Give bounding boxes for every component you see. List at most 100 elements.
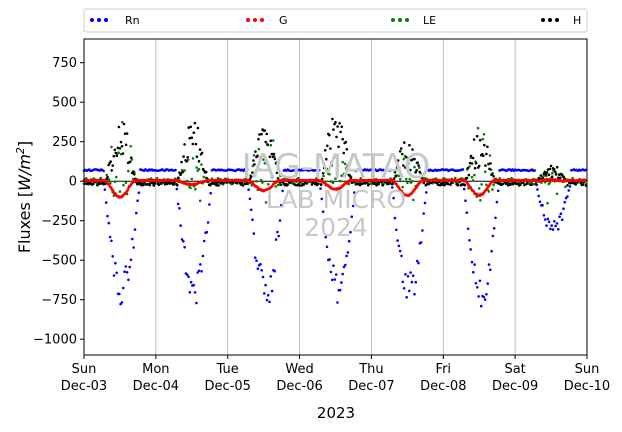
rn-point (489, 268, 492, 272)
rn-point (175, 187, 179, 191)
rn-point (492, 227, 496, 230)
h-point (345, 148, 349, 151)
h-point (323, 149, 327, 152)
le-point (274, 185, 277, 188)
h-point (151, 182, 155, 185)
rn-point (350, 215, 354, 218)
rn-point (543, 218, 547, 221)
le-point (112, 194, 116, 197)
h-point (342, 151, 346, 155)
le-point (408, 177, 412, 181)
h-point (192, 131, 196, 134)
h-point (443, 183, 446, 187)
rn-point (270, 289, 274, 293)
h-point (163, 183, 167, 186)
rn-point (408, 289, 411, 293)
h-point (456, 183, 460, 187)
h-point (119, 140, 123, 144)
rn-point (330, 278, 334, 282)
rn-point (111, 254, 114, 258)
rn-point (180, 238, 184, 241)
le-point (267, 183, 270, 186)
rn-point (349, 230, 352, 234)
rn-point (187, 275, 190, 279)
rn-point (559, 212, 563, 215)
h-point (397, 166, 401, 170)
h-point (124, 143, 128, 147)
rn-point (537, 194, 540, 198)
rn-point (249, 208, 253, 212)
h-point (427, 182, 431, 186)
rn-point (251, 218, 254, 221)
le-point (483, 170, 487, 173)
x-tick-date: Dec-09 (492, 379, 538, 394)
le-point (113, 180, 117, 183)
rn-point (185, 273, 189, 277)
rn-point (389, 168, 393, 172)
le-point (510, 176, 513, 180)
h-point (257, 137, 260, 141)
y-tick-label: −1000 (33, 333, 77, 348)
h-point (402, 164, 405, 167)
y-tick-label: −250 (41, 214, 77, 229)
rn-point (560, 218, 564, 221)
h-point (321, 172, 325, 175)
rn-point (328, 258, 331, 261)
h-point (338, 122, 341, 125)
rn-point (466, 227, 470, 231)
rn-point (473, 263, 476, 266)
h-point (272, 152, 276, 156)
h-point (340, 125, 344, 129)
rn-point (323, 219, 326, 222)
rn-point (567, 189, 570, 192)
h-point (530, 183, 533, 186)
h-point (418, 170, 422, 174)
rn-point (410, 280, 414, 284)
watermark-line-3: 2024 (304, 213, 368, 242)
le-point (333, 155, 336, 158)
rn-point (265, 298, 269, 302)
rn-point (566, 195, 569, 198)
rn-point (496, 189, 500, 193)
le-point (127, 169, 130, 173)
le-point (329, 180, 333, 183)
rn-point (345, 254, 348, 258)
rn-point (269, 275, 273, 278)
le-point (115, 175, 118, 179)
h-point (414, 171, 417, 174)
rn-point (413, 292, 416, 296)
h-point (339, 130, 342, 134)
h-point (116, 146, 120, 150)
x-tick-day: Thu (358, 362, 383, 377)
rn-point (189, 280, 193, 284)
h-point (461, 183, 465, 186)
le-point (485, 183, 488, 187)
x-tick-date: Dec-08 (420, 379, 466, 394)
h-point (115, 154, 119, 157)
rn-point (259, 262, 262, 266)
le-point (397, 174, 401, 178)
le-point (402, 157, 406, 161)
rn-point (188, 291, 192, 294)
h-point (196, 126, 200, 130)
h-point (514, 182, 518, 185)
h-point (485, 152, 488, 156)
rn-point (112, 274, 116, 277)
rn-point (562, 207, 565, 210)
le-point (262, 158, 265, 161)
le-point (343, 162, 347, 166)
le-point (401, 185, 404, 189)
h-point (265, 132, 269, 136)
rn-point (351, 204, 355, 208)
rn-point (415, 259, 419, 263)
rn-point (334, 273, 338, 276)
rn-point (104, 201, 108, 204)
rn-point (200, 270, 203, 273)
rn-point (264, 283, 267, 287)
h-point (294, 183, 297, 187)
h-point (375, 184, 378, 187)
rn-point (547, 220, 551, 224)
h-point (269, 139, 273, 142)
le-point (412, 198, 415, 202)
rn-point (321, 210, 325, 213)
